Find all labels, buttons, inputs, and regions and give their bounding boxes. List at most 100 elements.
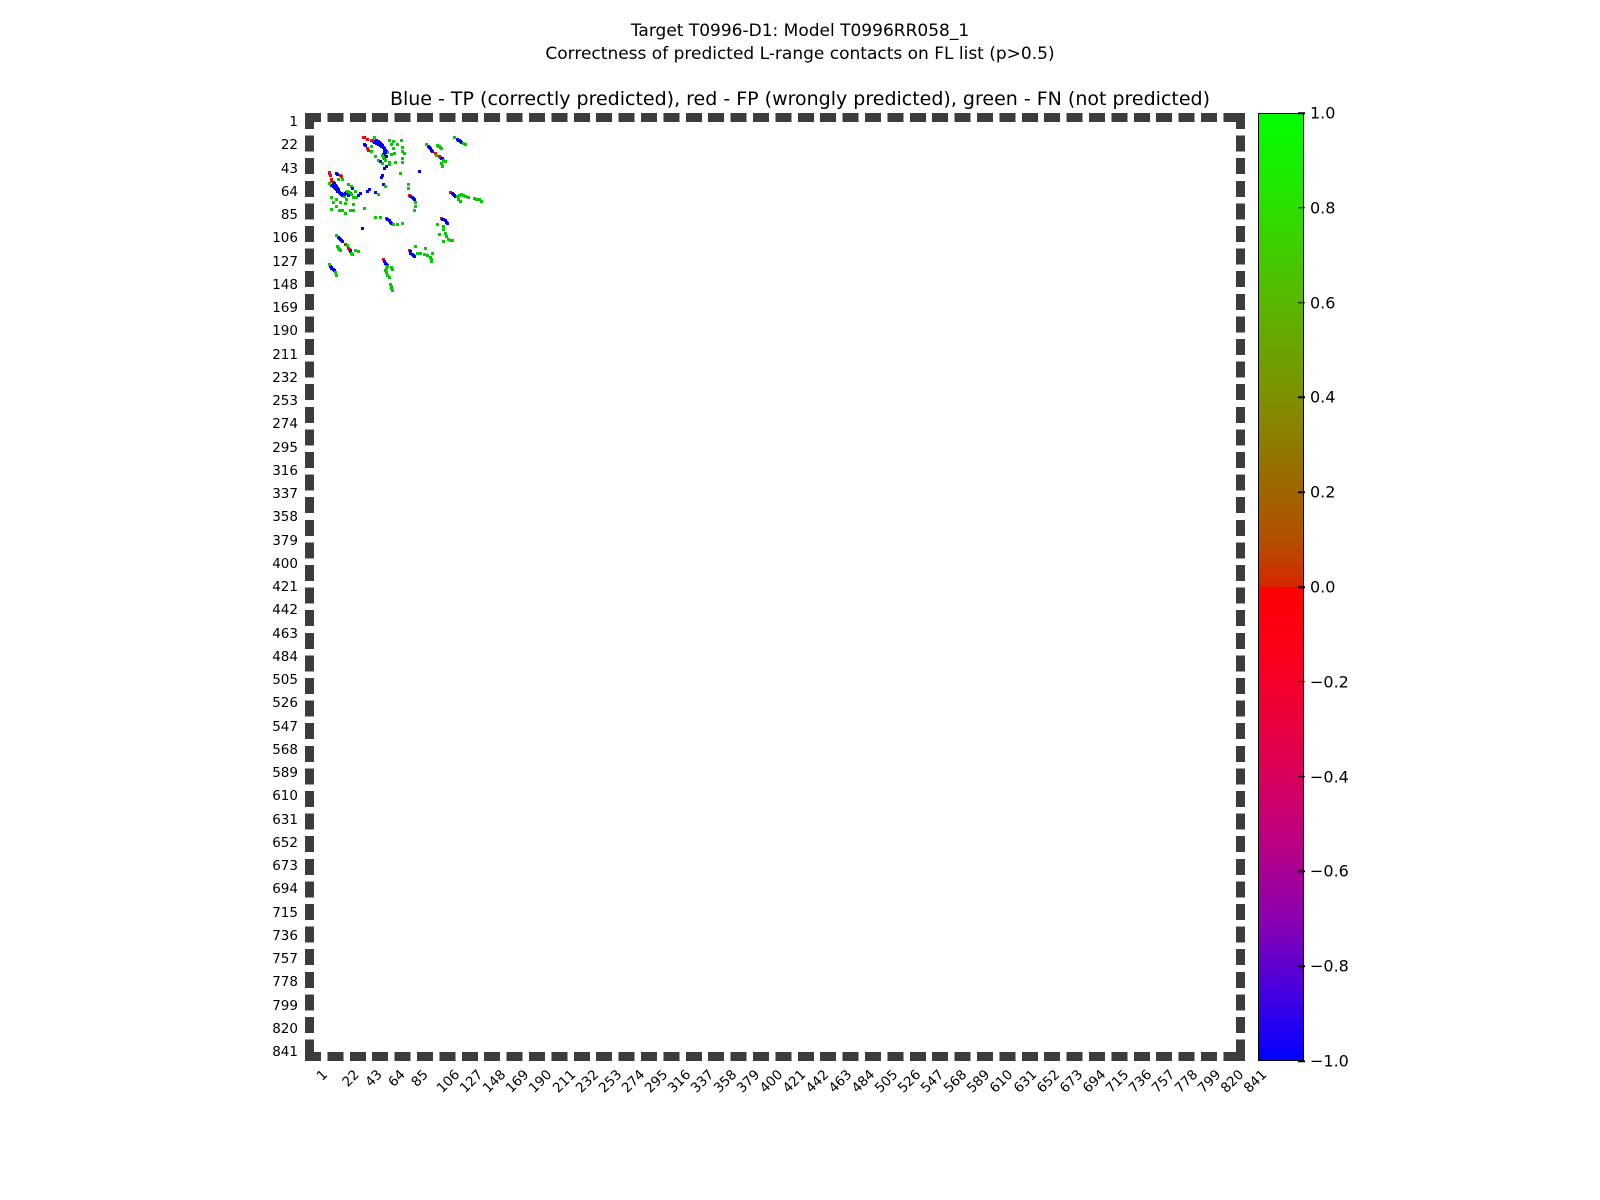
colorbar-tick-mark — [1298, 396, 1305, 399]
y-tick-label: 694 — [272, 881, 298, 898]
contact-point — [338, 209, 342, 213]
contact-point — [385, 271, 389, 275]
y-tick-label: 505 — [272, 672, 298, 688]
contact-point — [462, 141, 466, 145]
contact-point — [346, 182, 350, 186]
contact-point — [350, 185, 354, 189]
contact-point — [343, 211, 347, 215]
contact-point — [400, 221, 404, 225]
contact-point — [364, 144, 368, 148]
contact-point — [343, 201, 347, 205]
y-tick-label: 337 — [272, 486, 298, 502]
colorbar-gradient-fill — [1259, 114, 1303, 1060]
x-tick-label: 43 — [362, 1066, 386, 1091]
contact-point — [407, 187, 411, 191]
contact-point — [367, 188, 371, 192]
y-tick-label: 253 — [272, 393, 298, 409]
y-tick-label: 757 — [272, 951, 298, 967]
contact-point — [413, 205, 417, 209]
contact-point — [446, 238, 450, 242]
contact-point — [440, 147, 444, 151]
title-line-2: Correctness of predicted L-range contact… — [545, 43, 1055, 64]
contact-point — [413, 200, 417, 204]
y-tick-label: 736 — [272, 927, 298, 944]
contact-point — [390, 268, 394, 272]
contact-point — [387, 138, 391, 142]
contact-point — [387, 160, 391, 164]
contact-point — [356, 250, 360, 254]
contact-point — [333, 271, 337, 275]
axis-spine-right — [1236, 113, 1245, 1061]
contact-point — [353, 189, 357, 193]
contact-point — [444, 234, 448, 238]
colorbar-tick-label: −0.2 — [1310, 672, 1349, 692]
contact-point — [384, 269, 388, 273]
contact-point — [363, 207, 367, 211]
contact-point — [346, 193, 350, 197]
x-tick-label: 841 — [1240, 1066, 1271, 1097]
contact-point — [382, 156, 386, 160]
corner-top-left — [305, 113, 314, 122]
contact-point — [380, 154, 384, 158]
y-tick-label: 190 — [272, 323, 298, 340]
contact-point — [331, 200, 335, 204]
y-tick-label: 85 — [280, 207, 298, 223]
contact-point — [373, 136, 377, 140]
contact-point — [430, 258, 434, 262]
contact-point — [352, 202, 356, 206]
y-tick-label: 421 — [272, 579, 298, 595]
contact-point — [369, 145, 373, 149]
y-tick-label: 358 — [272, 509, 298, 526]
contact-point — [455, 195, 459, 199]
y-tick-label: 841 — [272, 1044, 298, 1060]
figure-title: Target T0996-D1: Model T0996RR058_1 Corr… — [0, 20, 1600, 66]
contact-point — [398, 171, 402, 175]
contact-point — [384, 158, 388, 162]
contact-point — [389, 265, 393, 269]
y-tick-label: 547 — [272, 718, 298, 735]
colorbar-tick-label: 1.0 — [1310, 103, 1336, 123]
contact-point — [416, 251, 420, 255]
contact-point — [396, 222, 400, 226]
contact-point — [457, 193, 461, 197]
colorbar[interactable]: 1.0 0.8 0.6 0.4 0.2 0.0 −0.2 −0.4 −0.6 −0.8 −1.0 — [1258, 104, 1349, 1071]
y-tick-label: 1 — [289, 114, 298, 130]
colorbar-tick-mark — [1298, 965, 1305, 967]
contact-point — [431, 251, 435, 255]
contact-point — [380, 174, 384, 178]
contact-point — [376, 158, 380, 162]
contact-point — [443, 159, 447, 163]
contact-point — [380, 161, 384, 165]
y-tick-label: 463 — [272, 625, 298, 642]
colorbar-tick-label: 0.2 — [1310, 482, 1336, 502]
colorbar-gradient — [1258, 113, 1304, 1061]
contact-point — [475, 198, 479, 202]
contact-map-plot[interactable] — [305, 113, 1245, 1061]
y-tick-label: 148 — [272, 276, 298, 293]
colorbar-tick-mark — [1298, 491, 1305, 493]
contact-point — [422, 252, 426, 256]
contact-point — [412, 198, 416, 202]
contact-point-layer — [314, 122, 1236, 1052]
contact-point — [382, 182, 386, 186]
contact-point — [386, 273, 390, 277]
contact-point — [402, 151, 406, 155]
contact-point — [389, 284, 393, 288]
contact-point — [473, 197, 477, 201]
plot-frame — [305, 113, 1245, 1061]
contact-point — [423, 247, 427, 251]
corner-top-right — [1236, 113, 1245, 122]
contact-point — [459, 192, 463, 196]
axis-spine-top — [305, 113, 1245, 122]
contact-point — [425, 253, 429, 257]
contact-point — [399, 138, 403, 142]
y-tick-label: 526 — [272, 695, 298, 712]
contact-point — [330, 208, 334, 212]
contact-point — [412, 254, 416, 258]
contact-point — [391, 147, 395, 151]
contact-point — [341, 209, 345, 213]
contact-point — [352, 209, 356, 213]
contact-point — [418, 169, 422, 173]
contact-point — [441, 165, 445, 169]
contact-point — [366, 148, 370, 152]
